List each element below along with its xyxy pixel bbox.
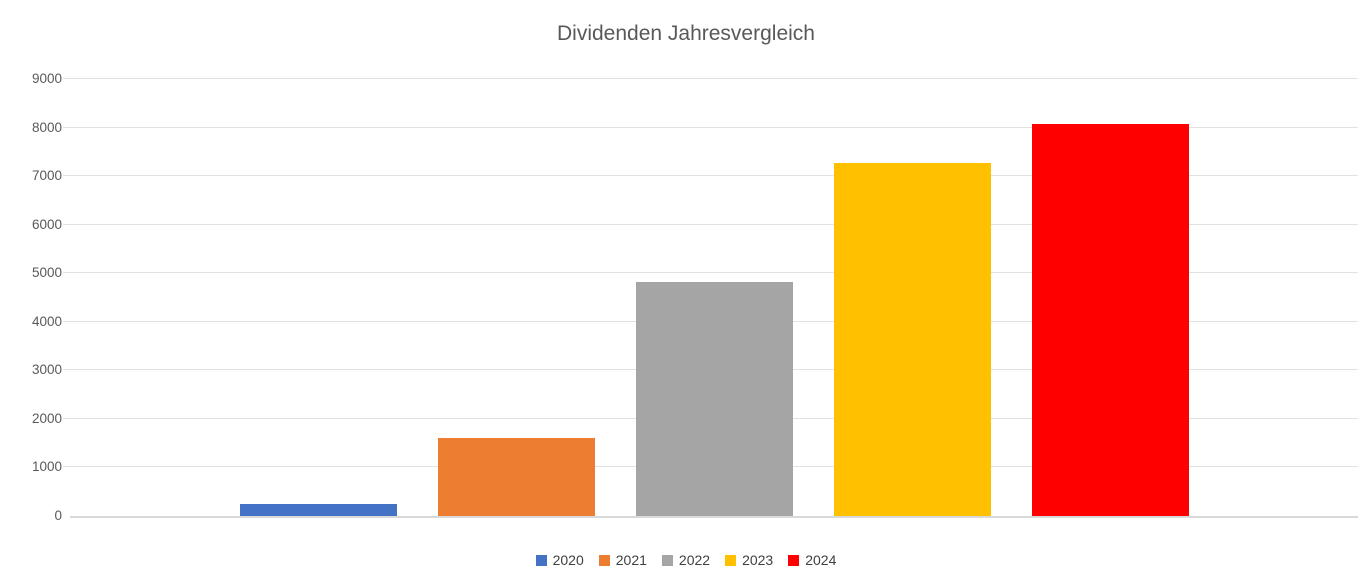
y-axis-tick-label: 2000: [31, 410, 62, 426]
legend-swatch-icon: [661, 554, 673, 566]
gridline: [63, 126, 1358, 128]
y-axis-tick-label: 4000: [31, 313, 62, 329]
y-axis-tick-label: 8000: [31, 119, 62, 135]
legend-swatch-icon: [788, 554, 800, 566]
bar-2024: [1031, 123, 1189, 516]
bar-group: [70, 123, 1358, 516]
gridline: [63, 175, 1358, 177]
gridline: [63, 272, 1358, 274]
bar-2023: [833, 163, 991, 516]
legend-swatch-icon: [598, 554, 610, 566]
y-axis: 0 1000 2000 3000 4000 5000 6000 7000 8000 9000: [0, 71, 62, 523]
y-axis-tick-label: 9000: [31, 71, 62, 86]
gridline: [63, 78, 1358, 79]
y-axis-tick-label: 6000: [31, 216, 62, 232]
gridline: [63, 223, 1358, 225]
legend-item-2024: 2024: [788, 552, 836, 568]
y-axis-tick-label: 3000: [31, 362, 62, 378]
legend-item-2022: 2022: [661, 552, 711, 568]
legend-item-2023: 2023: [725, 552, 773, 568]
legend: 2020 2021 2022 2023 2024: [0, 552, 1372, 568]
y-axis-tick-label: 1000: [31, 459, 62, 475]
bar-2020: [239, 503, 397, 516]
legend-label: 2023: [742, 552, 774, 568]
legend-swatch-icon: [535, 554, 547, 566]
legend-item-2021: 2021: [598, 552, 647, 568]
bar-2021: [437, 438, 595, 516]
legend-label: 2020: [552, 552, 584, 568]
bar-2022: [635, 281, 793, 516]
legend-swatch-icon: [725, 554, 737, 566]
plot-area: [63, 78, 1358, 518]
legend-item-2020: 2020: [535, 552, 584, 568]
y-axis-tick-label: 5000: [31, 265, 62, 281]
y-axis-tick-label: 7000: [31, 168, 62, 184]
chart-title: Dividenden Jahresvergleich: [557, 22, 815, 45]
legend-label: 2022: [678, 552, 711, 568]
y-axis-tick-label: 0: [54, 508, 62, 523]
legend-label: 2024: [805, 552, 837, 568]
legend-label: 2021: [615, 552, 647, 568]
